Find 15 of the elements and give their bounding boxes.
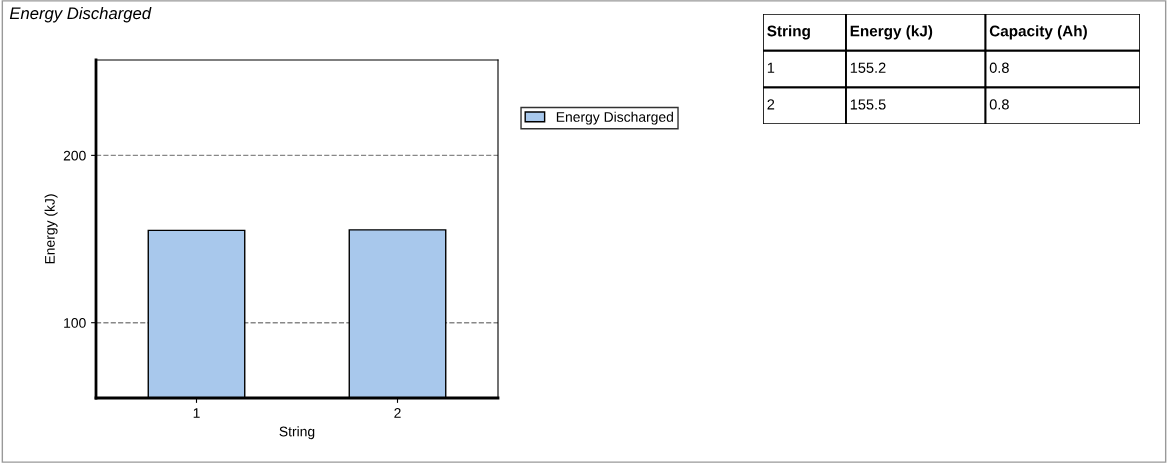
chart-title: Energy Discharged (9, 6, 152, 23)
text: Capacity (Ah) (989, 25, 1087, 40)
y-axis-title: Energy (kJ) (44, 194, 58, 264)
text: 2 (767, 99, 775, 110)
text: 1 (767, 62, 775, 73)
text: 155.5 (850, 99, 886, 110)
legend-label: Energy Discharged (556, 111, 673, 125)
y-tick-label: 100 (64, 318, 86, 328)
text: String (767, 25, 810, 40)
text: Energy (kJ) (850, 25, 933, 40)
text: 0.8 (989, 62, 1009, 73)
x-axis-title: String (279, 426, 315, 440)
text: 155.2 (850, 62, 886, 73)
text: 0.8 (989, 99, 1009, 110)
y-tick-label: 200 (63, 150, 86, 161)
